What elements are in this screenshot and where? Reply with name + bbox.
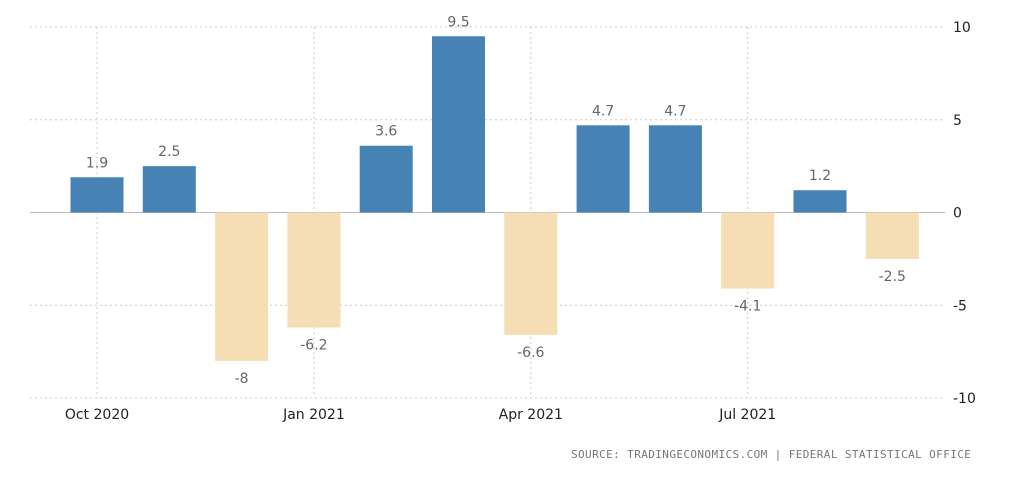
bar <box>865 212 919 259</box>
x-axis-ticks: Oct 2020 Jan 2021 Apr 2021 Jul 2021 <box>65 407 776 423</box>
bar <box>70 177 124 213</box>
y-axis-ticks: 10 5 0 -5 -10 <box>953 20 976 407</box>
data-label: -8 <box>235 371 249 387</box>
y-tick-label: 5 <box>953 113 962 129</box>
data-label: 9.5 <box>447 14 469 30</box>
bar-chart: 1.92.5-8-6.23.69.5-6.64.7 4.7-4.11.2-2.5 … <box>30 14 976 423</box>
data-label: 1.9 <box>86 155 108 171</box>
bars <box>70 36 919 361</box>
bar <box>793 190 847 213</box>
data-label: 1.2 <box>809 168 831 184</box>
bar <box>721 212 775 289</box>
data-label: -4.1 <box>734 299 761 315</box>
bar <box>432 36 485 213</box>
bar <box>215 212 269 361</box>
bar <box>648 125 702 213</box>
y-tick-label: 10 <box>953 20 971 36</box>
data-label: -6.2 <box>300 338 327 354</box>
bar <box>359 145 413 213</box>
bar <box>142 166 196 213</box>
data-label: 4.7 <box>592 103 614 119</box>
data-label: 4.7 <box>664 103 686 119</box>
data-label: -2.5 <box>879 269 906 285</box>
data-labels: 1.9 2.5 -8 -6.2 3.6 9.5 -6.6 4.7 4.7 -4.1 1.2 -2.5 <box>86 14 906 387</box>
x-tick-label: Jul 2021 <box>718 407 776 423</box>
data-label: 2.5 <box>158 144 180 160</box>
bar <box>287 212 341 328</box>
bar <box>504 212 558 335</box>
source-note: SOURCE: TRADINGECONOMICS.COM | FEDERAL S… <box>571 448 972 461</box>
x-tick-label: Apr 2021 <box>499 407 563 423</box>
data-label: 3.6 <box>375 124 397 140</box>
x-tick-label: Oct 2020 <box>65 407 129 423</box>
x-tick-label: Jan 2021 <box>282 407 345 423</box>
y-tick-label: -10 <box>953 391 976 407</box>
data-label: -6.6 <box>517 345 544 361</box>
bar <box>576 125 630 213</box>
y-tick-label: -5 <box>953 298 967 314</box>
y-tick-label: 0 <box>953 206 962 222</box>
